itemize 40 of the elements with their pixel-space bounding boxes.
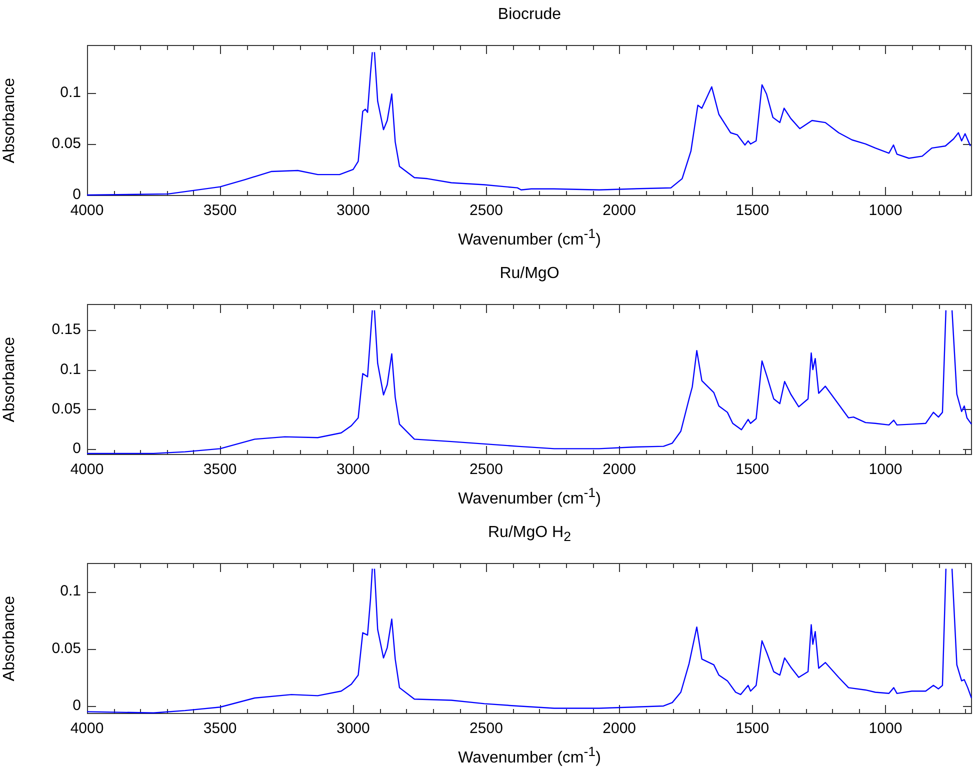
- x-tick-label: 1500: [736, 720, 770, 738]
- y-tick-label: 0.15: [52, 321, 81, 338]
- chart-title: Ru/MgO: [498, 265, 560, 283]
- x-tick-label: 3000: [336, 202, 370, 220]
- y-axis-title: Absorbance: [1, 336, 18, 422]
- y-tick-label: 0.1: [60, 360, 81, 378]
- x-tick-label: 3500: [203, 720, 237, 738]
- x-tick-label: 4000: [70, 202, 104, 220]
- x-tick-label: 4000: [70, 461, 104, 478]
- x-tick-label: 1500: [736, 461, 770, 478]
- x-tick-label: 1000: [868, 720, 902, 738]
- y-tick-label: 0.05: [52, 135, 81, 152]
- x-tick-label: 3500: [203, 461, 237, 478]
- x-tick-label: 1000: [868, 202, 902, 220]
- chart-title: Ru/MgO H$_{2}$: [487, 524, 572, 544]
- x-axis-title: Wavenumber (cm$^{-1}$): [457, 744, 602, 768]
- x-tick-label: 1500: [736, 202, 770, 220]
- x-axis-title: Wavenumber (cm$^{-1}$): [457, 226, 602, 250]
- y-axis-title: Absorbance: [1, 78, 18, 164]
- x-tick-label: 2000: [602, 202, 636, 220]
- x-tick-label: 3000: [336, 461, 370, 478]
- y-tick-label: 0: [72, 697, 81, 714]
- y-tick-label: 0: [72, 186, 81, 204]
- x-tick-label: 1000: [868, 461, 902, 478]
- x-tick-label: 4000: [70, 720, 104, 738]
- y-tick-label: 0.05: [52, 640, 81, 657]
- x-tick-label: 2500: [470, 202, 503, 220]
- y-axis-title: Absorbance: [1, 596, 18, 682]
- y-tick-label: 0.1: [60, 582, 81, 600]
- chart-title: Biocrude: [496, 6, 562, 24]
- x-tick-label: 3000: [336, 720, 370, 738]
- x-tick-label: 2500: [470, 720, 503, 738]
- x-tick-label: 2500: [470, 461, 503, 478]
- y-tick-label: 0.1: [60, 84, 81, 102]
- x-axis-title: Wavenumber (cm$^{-1}$): [457, 485, 602, 508]
- x-tick-label: 3500: [203, 202, 237, 220]
- x-tick-label: 2000: [602, 461, 636, 478]
- y-tick-label: 0: [72, 440, 81, 457]
- x-tick-label: 2000: [602, 720, 636, 738]
- y-tick-label: 0.05: [52, 400, 81, 418]
